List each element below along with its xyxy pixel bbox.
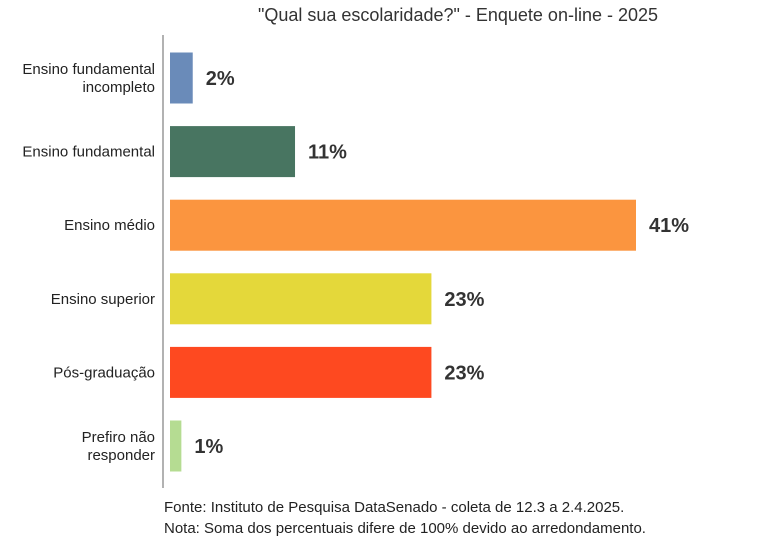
bar-3	[170, 199, 636, 251]
data-label-6: 1%	[194, 436, 223, 458]
data-label-1: 2%	[206, 68, 235, 90]
data-label-4: 23%	[444, 289, 484, 311]
category-label-6: Prefiro não responder	[82, 429, 155, 464]
data-label-5: 23%	[444, 362, 484, 384]
bar-2	[170, 126, 296, 178]
category-label-4: Ensino superior	[51, 291, 155, 308]
category-label-1: Ensino fundamental incompleto	[22, 61, 155, 96]
category-label-3: Ensino médio	[64, 217, 155, 234]
category-label-2: Ensino fundamental	[22, 144, 155, 161]
rounding-note: Nota: Soma dos percentuais difere de 100…	[164, 520, 646, 537]
bar-6	[170, 420, 182, 472]
source-note: Fonte: Instituto de Pesquisa DataSenado …	[164, 499, 625, 516]
bar-5	[170, 346, 432, 398]
data-label-2: 11%	[308, 142, 347, 164]
category-label-5: Pós-graduação	[53, 364, 155, 381]
bar-1	[170, 52, 193, 104]
bar-4	[170, 273, 432, 325]
chart-title: "Qual sua escolaridade?" - Enquete on-li…	[258, 5, 658, 25]
data-label-3: 41%	[649, 215, 689, 237]
